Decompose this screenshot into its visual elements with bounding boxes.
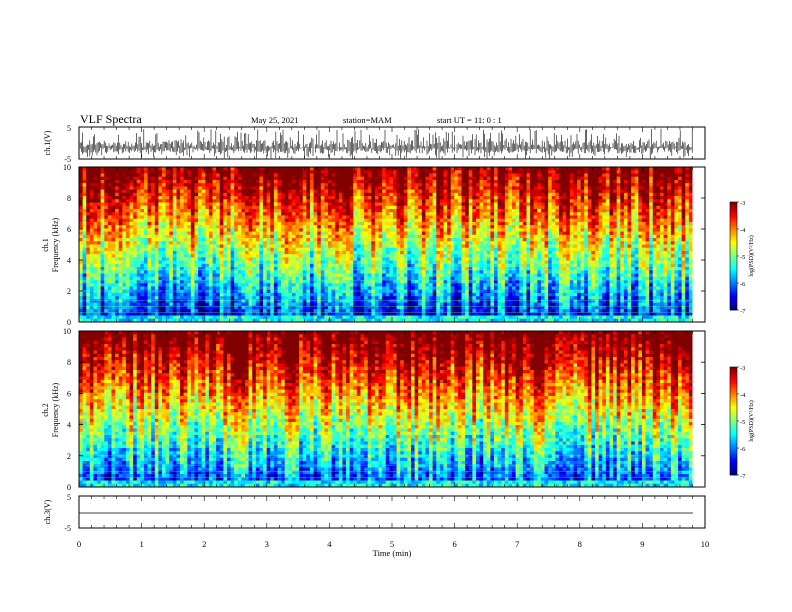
x-tick-label-0: 0 — [77, 539, 81, 549]
ch3-waveform-ytick-top: 5 — [67, 493, 71, 502]
ch3-waveform-ytick-bottom: -5 — [64, 524, 71, 533]
spec2-ytick-6: 6 — [67, 389, 71, 398]
x-tick-label-9: 9 — [640, 539, 644, 549]
spec1-ytick-2: 2 — [67, 287, 71, 296]
x-tick-label-8: 8 — [578, 539, 582, 549]
ch3-waveform-ylabel: ch.3(V) — [43, 499, 52, 524]
ch2-spectrogram-ylabel-channel: ch.2 — [41, 403, 50, 417]
x-tick-label-3: 3 — [265, 539, 269, 549]
spec2-ytick-10: 10 — [63, 327, 71, 336]
cbar2-tick-0: -3 — [740, 365, 745, 372]
ch1-waveform-line — [78, 128, 693, 159]
cbar1-tick-0: -3 — [740, 200, 745, 207]
spec2-ytick-8: 8 — [67, 358, 71, 367]
x-tick-label-5: 5 — [390, 539, 394, 549]
station-label: station=MAM — [343, 115, 392, 125]
spec1-ytick-10: 10 — [63, 163, 71, 172]
ch1-spectrogram-ylabel-frequency: Frequency (kHz) — [51, 217, 60, 272]
x-axis-label: Time (min) — [373, 548, 412, 558]
x-tick-label-2: 2 — [202, 539, 206, 549]
ch1-waveform-panel: 5 -5 ch.1(V) — [43, 124, 706, 164]
spec2-ytick-4: 4 — [67, 421, 71, 430]
x-tick-label-10: 10 — [701, 539, 710, 549]
x-tick-label-6: 6 — [452, 539, 456, 549]
cbar1-tick-2: -5 — [740, 254, 745, 261]
ch1-colorbar: -3 -4 -5 -6 -7 log(PSD)(V²/Hz) — [729, 200, 755, 315]
cbar1-tick-3: -6 — [740, 281, 746, 288]
cbar1-tick-1: -4 — [740, 227, 746, 234]
spec2-ytick-0: 0 — [67, 483, 71, 492]
spec2-ytick-2: 2 — [67, 452, 71, 461]
ch1-waveform-ylabel: ch.1(V) — [43, 130, 52, 155]
spec1-ytick-8: 8 — [67, 194, 71, 203]
start-time-label: start UT = 11: 0 : 1 — [437, 115, 502, 125]
spec1-ytick-6: 6 — [67, 225, 71, 234]
chart-title: VLF Spectra — [80, 112, 142, 126]
ch1-spectrogram-heatmap — [79, 167, 705, 323]
cbar2-tick-1: -4 — [740, 392, 746, 399]
date-label: May 25, 2021 — [251, 115, 298, 125]
cbar2-tick-2: -5 — [740, 419, 745, 426]
ch1-waveform-ytick-top: 5 — [67, 124, 71, 133]
x-tick-label-1: 1 — [139, 539, 143, 549]
x-axis-tick-labels: 0 1 2 3 4 5 6 7 8 9 10 — [77, 539, 709, 549]
ch2-spectrogram-panel: 0 2 4 6 8 10 ch.2 Frequency (kHz) -3 -4 -5 -6 -7 l… — [41, 327, 755, 492]
cbar2-tick-4: -7 — [740, 473, 746, 480]
spec1-ytick-4: 4 — [67, 256, 71, 265]
x-tick-label-4: 4 — [327, 539, 332, 549]
cbar2-tick-3: -6 — [740, 446, 746, 453]
cbar1-tick-4: -7 — [740, 308, 746, 315]
ch1-spectrogram-ylabel-channel: ch.1 — [41, 238, 50, 252]
x-axis-ticks — [78, 127, 706, 528]
x-tick-label-7: 7 — [515, 539, 519, 549]
cbar2-label: log(PSD)(V²/Hz) — [748, 400, 755, 441]
ch1-waveform-ytick-bottom: -5 — [64, 155, 71, 164]
ch2-spectrogram-ylabel-frequency: Frequency (kHz) — [51, 382, 60, 437]
spec1-ytick-0: 0 — [67, 318, 71, 327]
ch2-spectrogram-heatmap — [79, 331, 705, 488]
ch3-waveform-panel: 5 -5 ch.3(V) — [43, 493, 706, 533]
cbar1-label: log(PSD)(V²/Hz) — [748, 235, 755, 276]
ch2-colorbar: -3 -4 -5 -6 -7 log(PSD)(V²/Hz) — [729, 365, 755, 480]
ch1-spectrogram-panel: 0 2 4 6 8 10 ch.1 Frequency (kHz) -3 -4 -5 -6 -7 l… — [41, 163, 755, 327]
